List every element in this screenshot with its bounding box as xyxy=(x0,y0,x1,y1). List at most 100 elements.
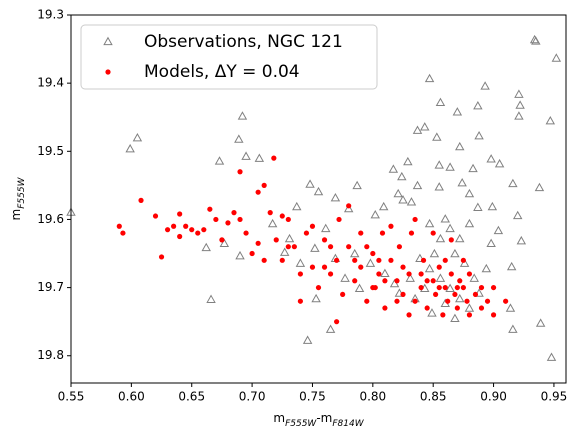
observation-marker xyxy=(455,141,465,151)
model-marker xyxy=(321,237,328,243)
observation-marker xyxy=(398,195,408,204)
model-marker xyxy=(352,257,358,263)
model-marker xyxy=(189,227,195,233)
observation-marker xyxy=(487,201,498,211)
model-marker xyxy=(207,206,213,212)
observation-marker xyxy=(378,201,389,211)
model-marker xyxy=(478,284,485,291)
model-marker xyxy=(279,213,285,219)
observation-marker xyxy=(473,100,483,110)
model-marker xyxy=(297,298,303,304)
y-tick-label: 19.5 xyxy=(37,144,64,158)
observation-marker xyxy=(132,133,143,142)
observation-marker xyxy=(241,151,251,160)
model-marker xyxy=(436,264,442,270)
model-marker xyxy=(445,298,451,304)
model-marker xyxy=(376,257,382,263)
observation-marker xyxy=(412,125,423,134)
model-marker xyxy=(297,271,303,277)
observation-marker xyxy=(352,180,362,190)
model-marker xyxy=(433,291,439,298)
model-marker xyxy=(382,278,388,284)
y-tick-label: 19.3 xyxy=(37,8,64,22)
model-marker xyxy=(454,305,460,311)
model-marker xyxy=(273,237,279,243)
model-marker xyxy=(490,284,497,291)
y-tick-label: 19.8 xyxy=(37,348,64,362)
observation-marker xyxy=(514,111,524,120)
observation-marker xyxy=(452,107,463,116)
model-marker xyxy=(255,240,261,246)
observation-marker xyxy=(403,156,413,166)
observation-marker xyxy=(435,233,446,243)
y-tick-label: 19.7 xyxy=(37,280,64,294)
x-axis-label-part: m xyxy=(273,411,285,425)
observation-marker xyxy=(455,293,465,303)
y-tick-label: 19.4 xyxy=(37,76,64,90)
model-marker xyxy=(285,216,291,223)
model-marker xyxy=(237,169,243,175)
observation-marker xyxy=(469,273,479,282)
model-marker xyxy=(364,298,370,304)
model-marker xyxy=(394,278,400,284)
x-axis-label-part: F555W xyxy=(285,419,317,429)
observation-marker xyxy=(201,242,211,252)
model-marker xyxy=(219,237,225,243)
observation-marker xyxy=(370,210,380,219)
observation-marker xyxy=(393,188,403,198)
model-marker xyxy=(309,264,316,270)
y-axis-label: mF555W xyxy=(9,176,27,220)
model-marker xyxy=(406,312,412,318)
model-marker xyxy=(261,182,267,188)
model-marker xyxy=(346,203,352,209)
observation-marker xyxy=(534,182,545,192)
observation-marker xyxy=(468,163,478,173)
observation-marker xyxy=(455,233,465,243)
model-marker xyxy=(358,230,364,236)
x-tick-label: 0.65 xyxy=(178,390,205,404)
model-marker xyxy=(466,271,473,277)
model-marker xyxy=(120,230,126,236)
observation-marker xyxy=(432,132,442,141)
observation-marker xyxy=(267,218,278,228)
model-marker xyxy=(460,284,466,291)
model-marker xyxy=(231,210,237,216)
model-marker xyxy=(267,210,273,216)
x-axis-label-part: -m xyxy=(316,411,332,425)
model-marker xyxy=(478,305,485,311)
model-marker xyxy=(249,250,255,257)
observation-marker xyxy=(380,268,390,278)
model-marker xyxy=(334,257,340,263)
observation-marker xyxy=(440,214,450,223)
observation-marker xyxy=(445,283,455,293)
observation-marker xyxy=(206,294,216,303)
x-tick-label: 0.90 xyxy=(480,390,507,404)
x-tick-label: 0.85 xyxy=(420,390,447,404)
model-marker xyxy=(442,257,448,263)
model-marker xyxy=(303,230,310,236)
observation-marker xyxy=(310,243,320,252)
model-marker xyxy=(454,284,460,291)
model-marker xyxy=(388,257,394,263)
observation-marker xyxy=(435,273,446,282)
model-marker xyxy=(412,216,418,223)
observation-marker xyxy=(494,158,505,168)
model-marker xyxy=(452,291,458,298)
observation-marker xyxy=(415,253,425,263)
model-marker xyxy=(424,278,430,284)
observation-marker xyxy=(464,303,475,312)
observation-marker xyxy=(445,162,455,171)
observation-marker xyxy=(311,293,321,303)
observation-marker xyxy=(464,188,475,198)
observation-marker xyxy=(473,202,483,211)
model-marker xyxy=(138,197,144,203)
legend-label: Observations, NGC 121 xyxy=(144,32,343,52)
model-marker xyxy=(327,271,334,277)
observation-marker xyxy=(505,303,516,312)
observation-marker xyxy=(427,308,437,317)
model-marker xyxy=(243,230,249,236)
model-marker xyxy=(340,291,346,298)
model-marker xyxy=(309,223,316,229)
model-marker xyxy=(484,298,491,304)
model-marker xyxy=(336,216,342,223)
